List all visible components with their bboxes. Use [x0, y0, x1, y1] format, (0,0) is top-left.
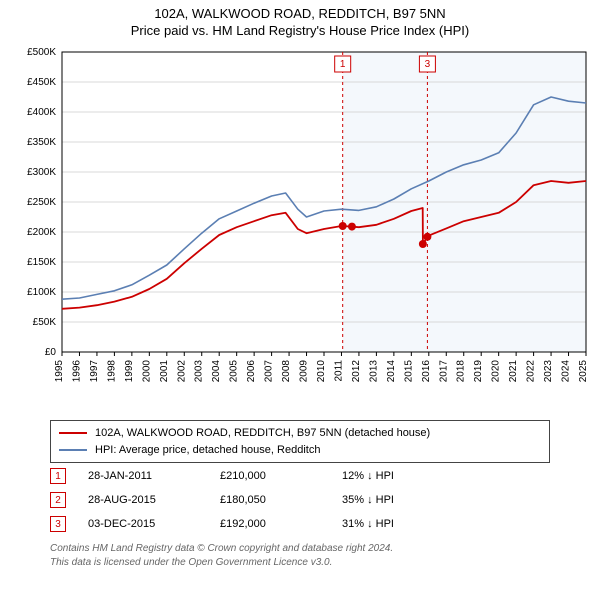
svg-text:2011: 2011: [333, 360, 344, 382]
svg-text:2021: 2021: [508, 360, 519, 383]
svg-text:1997: 1997: [89, 360, 100, 383]
chart-area: £0 £50K £100K £150K £200K £250K £300K £350K £400…: [10, 46, 590, 416]
svg-text:2019: 2019: [473, 360, 484, 383]
transaction-price: £180,050: [220, 494, 320, 506]
transaction-delta: 31% ↓ HPI: [342, 518, 462, 530]
svg-text:2015: 2015: [403, 360, 414, 383]
transaction-row: 1 28-JAN-2011 £210,000 12% ↓ HPI: [50, 464, 550, 488]
transaction-date: 03-DEC-2015: [88, 518, 198, 530]
title-subtitle: Price paid vs. HM Land Registry's House …: [0, 23, 600, 38]
svg-text:£100K: £100K: [27, 287, 56, 298]
transaction-delta: 12% ↓ HPI: [342, 470, 462, 482]
svg-text:2016: 2016: [421, 360, 432, 383]
svg-text:2001: 2001: [159, 360, 170, 383]
svg-text:2023: 2023: [543, 360, 554, 383]
legend: 102A, WALKWOOD ROAD, REDDITCH, B97 5NN (…: [50, 420, 550, 463]
svg-text:1999: 1999: [124, 360, 135, 383]
transaction-date: 28-JAN-2011: [88, 470, 198, 482]
legend-item-property: 102A, WALKWOOD ROAD, REDDITCH, B97 5NN (…: [59, 425, 541, 442]
svg-text:2020: 2020: [491, 360, 502, 383]
svg-text:2008: 2008: [281, 360, 292, 383]
svg-text:1996: 1996: [71, 360, 82, 383]
svg-text:2017: 2017: [438, 360, 449, 383]
svg-text:£350K: £350K: [27, 137, 56, 148]
title-block: 102A, WALKWOOD ROAD, REDDITCH, B97 5NN P…: [0, 0, 600, 38]
transaction-marker: 2: [50, 492, 66, 508]
chart-container: 102A, WALKWOOD ROAD, REDDITCH, B97 5NN P…: [0, 0, 600, 590]
svg-text:£450K: £450K: [27, 77, 56, 88]
transaction-price: £210,000: [220, 470, 320, 482]
legend-swatch-property: [59, 432, 87, 434]
transaction-marker: 1: [50, 468, 66, 484]
svg-text:2006: 2006: [246, 360, 257, 383]
svg-text:1998: 1998: [106, 360, 117, 383]
svg-text:2000: 2000: [141, 360, 152, 383]
svg-text:£50K: £50K: [33, 317, 57, 328]
legend-swatch-hpi: [59, 449, 87, 451]
transaction-price: £192,000: [220, 518, 320, 530]
svg-text:£0: £0: [45, 347, 57, 358]
svg-text:2009: 2009: [299, 360, 310, 383]
svg-text:2018: 2018: [456, 360, 467, 383]
legend-label-property: 102A, WALKWOOD ROAD, REDDITCH, B97 5NN (…: [95, 425, 430, 442]
title-address: 102A, WALKWOOD ROAD, REDDITCH, B97 5NN: [0, 6, 600, 21]
line-chart: £0 £50K £100K £150K £200K £250K £300K £350K £400…: [10, 46, 590, 416]
svg-text:2012: 2012: [351, 360, 362, 383]
svg-text:£300K: £300K: [27, 167, 56, 178]
svg-text:3: 3: [425, 59, 431, 70]
svg-text:£200K: £200K: [27, 227, 56, 238]
svg-text:1995: 1995: [54, 360, 65, 383]
footer-attribution: Contains HM Land Registry data © Crown c…: [50, 542, 570, 570]
footer-line2: This data is licensed under the Open Gov…: [50, 556, 570, 570]
svg-text:2003: 2003: [194, 360, 205, 383]
svg-text:2024: 2024: [561, 360, 572, 383]
svg-text:2010: 2010: [316, 360, 327, 383]
svg-text:1: 1: [340, 59, 346, 70]
transaction-marker: 3: [50, 516, 66, 532]
svg-text:£150K: £150K: [27, 257, 56, 268]
svg-text:£400K: £400K: [27, 107, 56, 118]
transaction-row: 3 03-DEC-2015 £192,000 31% ↓ HPI: [50, 512, 550, 536]
svg-text:2022: 2022: [526, 360, 537, 383]
svg-text:2004: 2004: [211, 360, 222, 383]
transaction-date: 28-AUG-2015: [88, 494, 198, 506]
svg-text:£500K: £500K: [27, 47, 56, 58]
legend-item-hpi: HPI: Average price, detached house, Redd…: [59, 442, 541, 459]
svg-text:£250K: £250K: [27, 197, 56, 208]
transaction-row: 2 28-AUG-2015 £180,050 35% ↓ HPI: [50, 488, 550, 512]
svg-text:2005: 2005: [229, 360, 240, 383]
legend-label-hpi: HPI: Average price, detached house, Redd…: [95, 442, 320, 459]
transaction-list: 1 28-JAN-2011 £210,000 12% ↓ HPI 2 28-AU…: [50, 464, 550, 536]
svg-text:2025: 2025: [578, 360, 589, 383]
transaction-delta: 35% ↓ HPI: [342, 494, 462, 506]
svg-text:2007: 2007: [264, 360, 275, 383]
footer-line1: Contains HM Land Registry data © Crown c…: [50, 542, 570, 556]
svg-text:2002: 2002: [176, 360, 187, 383]
svg-text:2013: 2013: [368, 360, 379, 383]
svg-text:2014: 2014: [386, 360, 397, 383]
